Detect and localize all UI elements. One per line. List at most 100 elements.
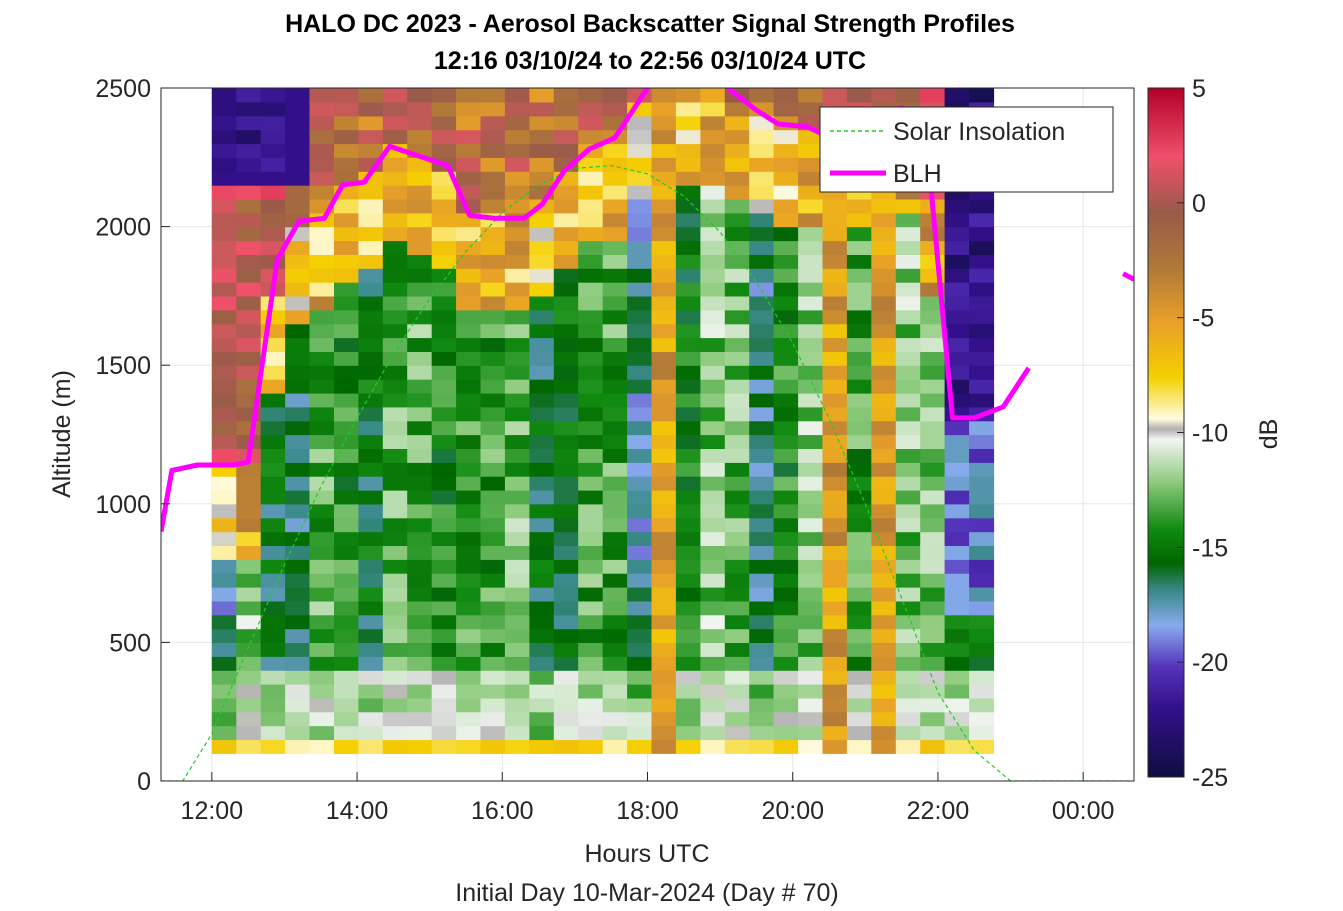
heatmap-cell	[602, 143, 628, 158]
heatmap-cell	[578, 392, 604, 408]
heatmap-cell	[578, 157, 604, 172]
heatmap-cell	[627, 420, 653, 436]
heatmap-cell	[724, 517, 750, 533]
heatmap-cell	[700, 143, 726, 158]
heatmap-cell	[504, 642, 530, 657]
heatmap-cell	[431, 337, 457, 352]
heatmap-cell	[798, 531, 824, 546]
heatmap-cell	[480, 143, 506, 158]
heatmap-cell	[578, 198, 604, 214]
heatmap-cell	[700, 254, 726, 269]
heatmap-cell	[675, 517, 701, 533]
heatmap-cell	[334, 434, 359, 449]
heatmap-cell	[773, 573, 799, 588]
heatmap-cell	[260, 88, 286, 103]
heatmap-cell	[456, 101, 482, 117]
heatmap-cell	[700, 489, 726, 505]
heatmap-cell	[871, 684, 897, 699]
heatmap-cell	[480, 115, 506, 131]
heatmap-cell	[504, 656, 530, 671]
heatmap-cell	[553, 489, 579, 505]
heatmap-cell	[431, 115, 457, 131]
heatmap-cell	[334, 545, 359, 560]
heatmap-cell	[480, 420, 506, 436]
heatmap-cell	[578, 282, 604, 297]
heatmap-cell	[969, 587, 995, 602]
heatmap-cell	[700, 268, 726, 283]
heatmap-cell	[700, 725, 726, 741]
heatmap-cell	[553, 434, 579, 449]
heatmap-cell	[553, 268, 579, 283]
heatmap-cell	[285, 268, 311, 283]
heatmap-cell	[798, 185, 824, 200]
heatmap-cell	[724, 559, 750, 574]
heatmap-cell	[969, 670, 995, 685]
heatmap-cell	[724, 503, 750, 519]
heatmap-cell	[236, 157, 262, 172]
heatmap-cell	[627, 198, 653, 214]
heatmap-cell	[627, 517, 653, 533]
heatmap-cell	[480, 462, 506, 477]
heatmap-cell	[504, 282, 530, 297]
heatmap-cell	[749, 392, 775, 408]
heatmap-cell	[651, 226, 677, 242]
heatmap-cell	[504, 88, 530, 103]
heatmap-cell	[529, 600, 555, 616]
heatmap-cell	[700, 711, 726, 727]
heatmap-cell	[749, 489, 775, 505]
heatmap-cell	[431, 531, 457, 546]
heatmap-cell	[553, 573, 579, 588]
heatmap-cell	[724, 628, 750, 643]
heatmap-cell	[871, 642, 897, 657]
heatmap-cell	[358, 379, 384, 394]
heatmap-cell	[553, 587, 579, 602]
heatmap-cell	[431, 670, 457, 685]
heatmap-cell	[504, 171, 530, 186]
heatmap-cell	[895, 573, 921, 588]
heatmap-cell	[431, 295, 457, 311]
chart-title: HALO DC 2023 - Aerosol Backscatter Signa…	[285, 10, 1015, 38]
heatmap-cell	[456, 476, 482, 491]
heatmap-cell	[895, 531, 921, 546]
heatmap-cell	[236, 656, 262, 671]
heatmap-cell	[260, 392, 286, 408]
heatmap-cell	[431, 212, 457, 228]
heatmap-cell	[578, 309, 604, 325]
heatmap-cell	[651, 198, 677, 214]
heatmap-cell	[822, 462, 848, 477]
heatmap-cell	[651, 642, 677, 657]
heatmap-cell	[382, 129, 408, 145]
heatmap-cell	[920, 420, 946, 436]
heatmap-cell	[504, 309, 530, 325]
heatmap-cell	[627, 157, 653, 172]
heatmap-cell	[675, 101, 701, 117]
heatmap-cell	[627, 240, 653, 255]
heatmap-cell	[651, 462, 677, 477]
heatmap-cell	[675, 115, 701, 131]
heatmap-cell	[578, 587, 604, 602]
heatmap-cell	[602, 448, 628, 463]
heatmap-cell	[553, 531, 579, 546]
heatmap-cell	[529, 614, 555, 630]
heatmap-cell	[480, 725, 506, 741]
heatmap-cell	[553, 614, 579, 630]
heatmap-cell	[334, 282, 359, 297]
heatmap-cell	[627, 642, 653, 657]
heatmap-cell	[651, 406, 677, 422]
heatmap-cell	[846, 254, 872, 269]
heatmap-cell	[602, 282, 628, 297]
heatmap-cell	[309, 573, 335, 588]
heatmap-cell	[285, 171, 311, 186]
heatmap-cell	[651, 489, 677, 505]
heatmap-cell	[529, 517, 555, 533]
heatmap-cell	[456, 642, 482, 657]
heatmap-cell	[334, 420, 359, 436]
heatmap-cell	[529, 725, 555, 741]
heatmap-cell	[529, 379, 555, 394]
heatmap-cell	[578, 434, 604, 449]
heatmap-cell	[895, 503, 921, 519]
heatmap-cell	[407, 240, 433, 255]
heatmap-cell	[260, 129, 286, 145]
heatmap-cell	[529, 282, 555, 297]
heatmap-cell	[553, 559, 579, 574]
